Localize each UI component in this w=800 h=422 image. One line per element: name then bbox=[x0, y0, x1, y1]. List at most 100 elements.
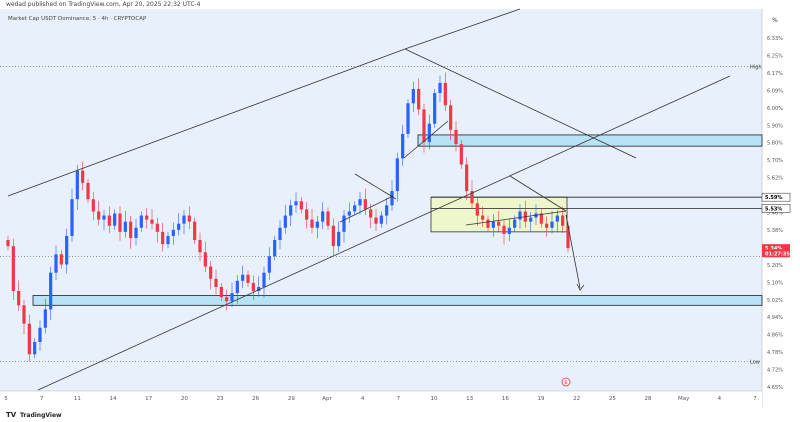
candle-body bbox=[171, 229, 175, 236]
candle-body bbox=[22, 305, 26, 324]
price-chart[interactable]: 6.33% 6.25% 6.17% 6.09% 6.00% 5.90% 5.80% 5.70%… bbox=[0, 0, 800, 408]
candle-body bbox=[182, 215, 186, 224]
x-tick-label: 5 bbox=[4, 396, 8, 402]
candle-body bbox=[267, 256, 271, 273]
event-marker-icon[interactable] bbox=[561, 377, 571, 387]
y-tick-label: 5.90% bbox=[767, 123, 783, 129]
y-tick-label: 6.09% bbox=[767, 88, 783, 94]
x-tick-label: 23 bbox=[217, 396, 224, 402]
candle-body bbox=[241, 274, 245, 281]
candle-body bbox=[401, 133, 405, 159]
x-tick-label: 7 bbox=[397, 396, 401, 402]
candle-body bbox=[225, 297, 229, 302]
y-tick-label: 5.80% bbox=[767, 141, 783, 147]
candle-body bbox=[385, 205, 389, 216]
price-label-box bbox=[762, 244, 790, 253]
candle-body bbox=[497, 221, 501, 226]
y-tick-label: 6.17% bbox=[767, 71, 783, 77]
annotation-layer bbox=[0, 66, 763, 362]
x-tick-label: 4 bbox=[718, 396, 722, 402]
candle-body bbox=[427, 123, 431, 143]
y-tick-labels: 6.33% 6.25% 6.17% 6.09% 6.00% 5.90% 5.80% 5.70%… bbox=[767, 36, 783, 391]
candle-body bbox=[102, 215, 106, 220]
candle-body bbox=[310, 219, 314, 228]
consolidation-box bbox=[430, 196, 568, 233]
candle-body bbox=[395, 158, 399, 192]
candle-body bbox=[81, 170, 85, 183]
y-tick-label: 6.25% bbox=[767, 53, 783, 59]
candle-body bbox=[561, 215, 565, 226]
x-tick-label: 26 bbox=[252, 396, 259, 402]
x-tick-label: 17 bbox=[145, 396, 152, 402]
y-tick-label: 5.02% bbox=[767, 298, 783, 304]
candle-body bbox=[118, 213, 122, 232]
candle-body bbox=[187, 215, 191, 222]
y-tick-label: 4.94% bbox=[767, 315, 783, 321]
candle-body bbox=[219, 286, 223, 298]
candle-body bbox=[326, 211, 330, 226]
candle-body bbox=[486, 219, 490, 228]
time-axis[interactable] bbox=[0, 391, 762, 408]
candle-body bbox=[257, 286, 261, 292]
drawing-lines bbox=[7, 8, 731, 391]
lower-channel-line bbox=[37, 75, 731, 391]
x-tick-label: 7 bbox=[40, 396, 44, 402]
candle-body bbox=[214, 278, 218, 287]
candle-body bbox=[230, 293, 234, 302]
candle-body bbox=[75, 170, 79, 200]
tradingview-logo[interactable]: TV TradingView bbox=[6, 410, 62, 421]
publish-line: wedad published on TradingView.com, Apr … bbox=[6, 1, 201, 8]
flag-bottom-line bbox=[339, 195, 394, 223]
candle-body bbox=[150, 219, 154, 224]
y-tick-label: 5.46% bbox=[767, 211, 783, 217]
candle-body bbox=[507, 227, 511, 234]
projection-arrow-line bbox=[565, 214, 581, 289]
x-tick-label: 20 bbox=[181, 396, 188, 402]
candle-body bbox=[193, 221, 197, 241]
candle-body bbox=[539, 213, 543, 224]
candle-body bbox=[363, 199, 367, 210]
x-tick-label: Apr bbox=[322, 396, 332, 402]
price-label-text: 5.34% bbox=[765, 246, 782, 252]
chart-title: Market Cap USDT Dominance, 5 · 4h · CRYP… bbox=[8, 16, 147, 22]
candle-body bbox=[49, 272, 53, 310]
candle-body bbox=[235, 280, 239, 294]
upper-channel-line-ext bbox=[404, 8, 521, 50]
candle-body bbox=[209, 266, 213, 279]
candle-body bbox=[379, 215, 383, 224]
candle-body bbox=[299, 201, 303, 210]
x-tick-label: May bbox=[678, 396, 690, 402]
y-tick-label: 5.70% bbox=[767, 158, 783, 164]
y-tick-label: 6.33% bbox=[767, 36, 783, 42]
x-tick-labels: 5 7 11 14 17 20 23 26 29 Apr 4 7 10 13 16 19 22 25 28 May 4 7 bbox=[4, 396, 757, 402]
upper-channel-line bbox=[7, 48, 406, 197]
event-marker-glyph: $ bbox=[564, 380, 567, 386]
candle-body bbox=[305, 209, 309, 220]
triangle-top-line bbox=[509, 175, 567, 212]
candle-body bbox=[38, 327, 42, 343]
x-tick-label: 22 bbox=[573, 396, 580, 402]
candle-body bbox=[481, 215, 485, 220]
x-tick-label: 28 bbox=[645, 396, 652, 402]
candle-body bbox=[449, 105, 453, 130]
y-tick-label: 5.62% bbox=[767, 176, 783, 182]
candle-body bbox=[406, 103, 410, 134]
candle-body bbox=[502, 225, 506, 234]
candle-body bbox=[27, 323, 31, 355]
tradingview-logo-text: TradingView bbox=[20, 412, 62, 419]
candle-body bbox=[422, 109, 426, 143]
candle-body bbox=[513, 219, 517, 228]
zone-0 bbox=[417, 134, 763, 147]
candle-body bbox=[353, 205, 357, 212]
candle-body bbox=[134, 227, 138, 238]
x-tick-label: 29 bbox=[288, 396, 295, 402]
descending-trendline bbox=[404, 48, 637, 159]
candle-body bbox=[315, 221, 319, 228]
candle-body bbox=[331, 225, 335, 247]
x-tick-label: 19 bbox=[538, 396, 545, 402]
y-tick-label: 5.38% bbox=[767, 228, 783, 234]
y-tick-label: 4.78% bbox=[767, 350, 783, 356]
price-label-text: 5.53% bbox=[765, 206, 782, 212]
candle-body bbox=[491, 221, 495, 228]
y-tick-label: 4.86% bbox=[767, 333, 783, 339]
